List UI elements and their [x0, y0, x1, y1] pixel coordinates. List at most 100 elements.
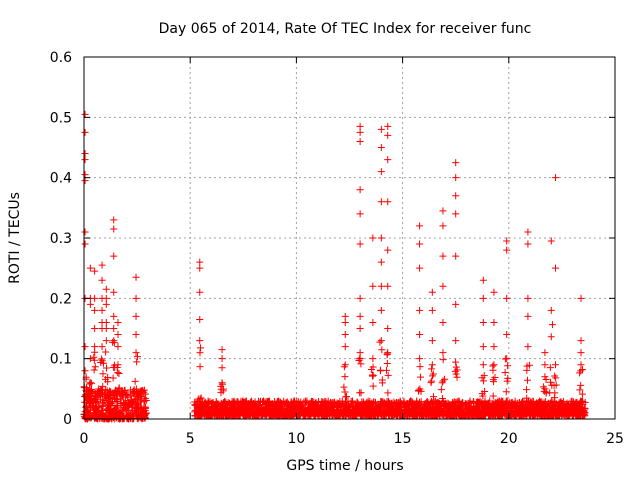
data-point-marker — [259, 398, 267, 406]
data-point-marker — [323, 412, 331, 420]
data-point-marker — [93, 404, 101, 412]
data-point-marker — [458, 408, 466, 416]
data-point-marker — [318, 398, 326, 406]
data-point-marker — [548, 321, 556, 329]
data-point-marker — [553, 412, 561, 420]
data-point-marker — [106, 390, 114, 398]
data-point-marker — [297, 398, 305, 406]
data-point-marker — [376, 367, 384, 375]
data-point-marker — [479, 276, 487, 284]
data-point-marker — [442, 400, 450, 408]
data-point-marker — [478, 403, 486, 411]
data-point-marker — [347, 397, 355, 405]
data-point-marker — [439, 318, 447, 326]
data-point-marker — [367, 411, 375, 419]
data-point-marker — [356, 294, 364, 302]
data-point-marker — [226, 408, 234, 416]
data-point-marker — [452, 300, 460, 308]
data-point-marker — [556, 409, 564, 417]
data-point-marker — [480, 404, 488, 412]
data-point-marker — [196, 363, 204, 371]
axis-ticks — [83, 56, 616, 420]
data-point-marker — [114, 343, 122, 351]
data-point-marker — [308, 398, 316, 406]
data-point-marker — [81, 343, 89, 351]
data-point-marker — [388, 403, 396, 411]
data-point-marker — [551, 372, 559, 380]
data-point-marker — [524, 312, 532, 320]
data-point-marker — [227, 407, 235, 415]
data-point-marker — [305, 404, 313, 412]
data-point-marker — [498, 411, 506, 419]
data-point-marker — [246, 401, 254, 409]
data-point-marker — [403, 400, 411, 408]
data-point-marker — [531, 407, 539, 415]
data-point-marker — [324, 406, 332, 414]
data-point-marker — [489, 378, 497, 386]
data-point-marker — [384, 156, 392, 164]
data-point-marker — [440, 405, 448, 413]
data-point-marker — [552, 402, 560, 410]
data-point-marker — [110, 394, 118, 402]
data-point-marker — [416, 240, 424, 248]
data-point-marker — [107, 401, 115, 409]
data-points — [80, 110, 589, 423]
data-point-marker — [437, 409, 445, 417]
data-point-marker — [552, 264, 560, 272]
data-point-marker — [236, 403, 244, 411]
data-point-marker — [524, 294, 532, 302]
data-point-marker — [343, 393, 350, 401]
data-point-marker — [86, 404, 94, 412]
data-point-marker — [300, 412, 308, 420]
data-point-marker — [91, 348, 99, 356]
data-point-marker — [523, 394, 531, 402]
data-point-marker — [303, 398, 311, 406]
data-point-marker — [363, 398, 371, 406]
data-point-marker — [141, 403, 149, 411]
data-point-marker — [98, 306, 106, 314]
data-point-marker — [538, 398, 546, 406]
data-point-marker — [546, 399, 554, 407]
data-point-marker — [452, 192, 460, 200]
data-point-marker — [577, 294, 585, 302]
data-point-marker — [138, 410, 146, 418]
data-point-marker — [137, 404, 145, 412]
data-point-marker — [109, 374, 117, 382]
data-point-marker — [450, 404, 458, 412]
data-point-marker — [453, 366, 461, 374]
data-point-marker — [377, 337, 385, 345]
data-point-marker — [472, 402, 480, 410]
data-point-marker — [563, 405, 571, 413]
data-point-marker — [369, 234, 377, 242]
data-point-marker — [101, 375, 109, 383]
data-point-marker — [263, 409, 271, 417]
data-point-marker — [479, 343, 487, 351]
data-point-marker — [367, 366, 375, 374]
data-point-marker — [544, 410, 552, 418]
data-point-marker — [341, 331, 349, 339]
data-point-marker — [198, 411, 206, 419]
data-point-marker — [98, 276, 106, 284]
data-point-marker — [416, 331, 424, 339]
data-point-marker — [212, 400, 220, 408]
data-point-marker — [387, 402, 395, 410]
data-point-marker — [90, 353, 98, 361]
data-point-marker — [102, 325, 110, 332]
data-point-marker — [119, 405, 127, 413]
data-point-marker — [267, 402, 275, 410]
data-point-marker — [438, 399, 446, 407]
data-point-marker — [523, 362, 531, 370]
data-point-marker — [311, 403, 319, 411]
data-point-marker — [452, 159, 460, 167]
data-point-marker — [322, 401, 330, 409]
data-point-marker — [275, 411, 283, 419]
data-point-marker — [297, 402, 305, 410]
data-point-marker — [369, 282, 377, 290]
data-point-marker — [380, 400, 388, 408]
x-tick-label: 5 — [186, 431, 195, 447]
data-point-marker — [329, 410, 337, 418]
data-point-marker — [94, 388, 102, 396]
data-point-marker — [196, 349, 204, 357]
data-point-marker — [102, 300, 110, 308]
data-point-marker — [412, 403, 420, 411]
